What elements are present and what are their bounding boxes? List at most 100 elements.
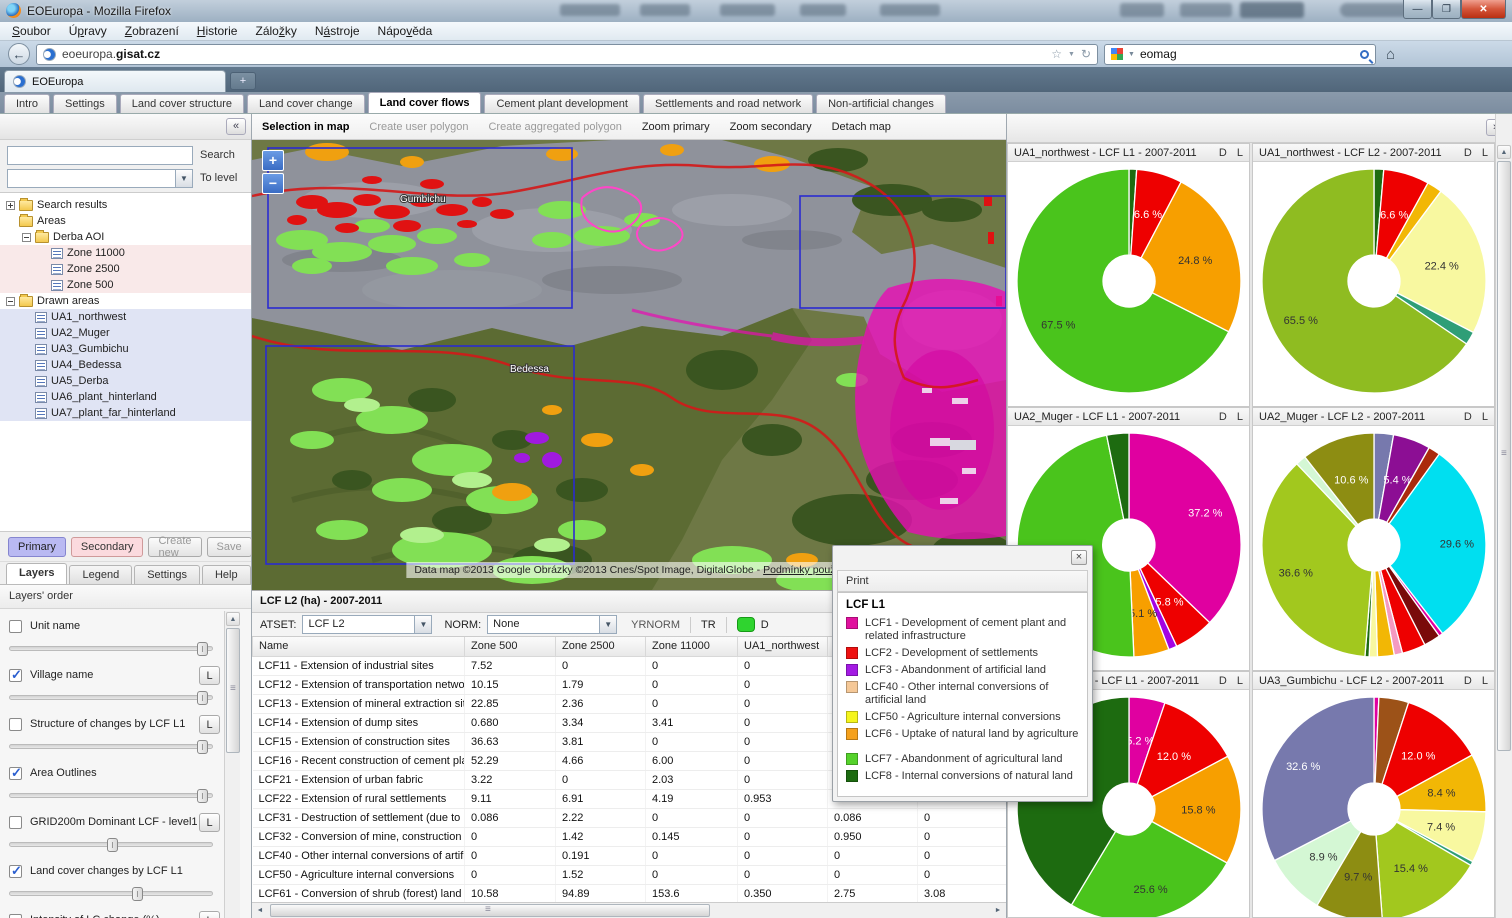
chart-legend-button[interactable]: L — [1237, 675, 1243, 687]
yrnorm-button[interactable]: YRNORM — [631, 619, 680, 631]
slider-thumb[interactable] — [197, 642, 208, 656]
tree-item-ua1_northwest[interactable]: UA1_northwest — [0, 309, 251, 325]
chart-detach-button[interactable]: D — [1219, 675, 1227, 687]
collapse-icon[interactable] — [22, 233, 31, 242]
scroll-right-icon[interactable]: ► — [991, 904, 1005, 917]
browser-tab-eoeuropa[interactable]: EOEuropa — [4, 70, 226, 92]
reload-icon[interactable]: ↻ — [1081, 47, 1091, 61]
column-header[interactable]: Zone 2500 — [556, 637, 646, 656]
map-tool-selection-in-map[interactable]: Selection in map — [262, 121, 349, 133]
map-tool-detach-map[interactable]: Detach map — [832, 121, 891, 133]
tr-button[interactable]: TR — [701, 619, 716, 631]
close-button[interactable]: ✕ — [1461, 0, 1506, 19]
tree-item-ua6_plant_hinterland[interactable]: UA6_plant_hinterland — [0, 389, 251, 405]
chevron-down-icon[interactable]: ▼ — [175, 170, 192, 187]
column-header[interactable]: Zone 500 — [465, 637, 556, 656]
maximize-button[interactable]: ❐ — [1432, 0, 1461, 19]
menu-zobrazení[interactable]: Zobrazení — [117, 22, 187, 40]
slider-thumb[interactable] — [107, 838, 118, 852]
column-header[interactable]: UA1_northwest — [738, 637, 828, 656]
print-button[interactable]: Print — [837, 570, 1088, 592]
app-tab-intro[interactable]: Intro — [4, 94, 50, 113]
sidebar-tab-legend[interactable]: Legend — [69, 565, 132, 584]
home-icon[interactable]: ⌂ — [1382, 46, 1399, 63]
collapse-icon[interactable] — [6, 297, 15, 306]
sidebar-tab-settings[interactable]: Settings — [134, 565, 200, 584]
app-tab-land-cover-change[interactable]: Land cover change — [247, 94, 365, 113]
tree-item-derba-aoi[interactable]: Derba AOI — [0, 229, 251, 245]
map-tool-zoom-primary[interactable]: Zoom primary — [642, 121, 710, 133]
sidebar-collapse-button[interactable]: « — [226, 118, 246, 135]
url-text[interactable]: eoeuropa.gisat.cz — [62, 47, 1045, 61]
new-tab-button[interactable]: + — [230, 72, 256, 90]
to-level-select[interactable]: ▼ — [7, 169, 193, 188]
layer-checkbox[interactable] — [9, 669, 22, 682]
create-new-button[interactable]: Create new — [148, 537, 201, 557]
chart-detach-button[interactable]: D — [1219, 147, 1227, 159]
layer-opacity-slider[interactable] — [9, 891, 213, 896]
tree-item-search-results[interactable]: Search results — [0, 197, 251, 213]
norm-select[interactable]: None▼ — [487, 615, 617, 634]
scroll-left-icon[interactable]: ◄ — [253, 904, 267, 917]
close-icon[interactable]: × — [1071, 550, 1087, 565]
area-search-input[interactable] — [7, 146, 193, 165]
tree-item-ua2_muger[interactable]: UA2_Muger — [0, 325, 251, 341]
app-tab-land-cover-flows[interactable]: Land cover flows — [368, 92, 482, 113]
slider-thumb[interactable] — [132, 887, 143, 901]
search-label[interactable]: Search — [200, 149, 235, 161]
tree-item-zone-500[interactable]: Zone 500 — [0, 277, 251, 293]
tree-item-ua3_gumbichu[interactable]: UA3_Gumbichu — [0, 341, 251, 357]
search-bar[interactable]: ▼ eomag — [1104, 44, 1376, 65]
atset-select[interactable]: LCF L2▼ — [302, 615, 432, 634]
search-engine-dropdown-icon[interactable]: ▼ — [1128, 51, 1135, 58]
app-tab-settings[interactable]: Settings — [53, 94, 117, 113]
menu-nápověda[interactable]: Nápověda — [370, 22, 441, 40]
expand-icon[interactable] — [6, 201, 15, 210]
chevron-down-icon[interactable]: ▼ — [414, 616, 431, 633]
layer-checkbox[interactable] — [9, 620, 22, 633]
chevron-down-icon[interactable]: ▼ — [599, 616, 616, 633]
search-icon[interactable] — [1360, 50, 1369, 59]
slider-thumb[interactable] — [197, 740, 208, 754]
table-hscrollbar[interactable]: ◄ ► — [252, 902, 1006, 918]
menu-soubor[interactable]: Soubor — [4, 22, 59, 40]
table-row[interactable]: LCF50 - Agriculture internal conversions… — [253, 865, 1007, 884]
table-row[interactable]: LCF31 - Destruction of settlement (due t… — [253, 808, 1007, 827]
menu-záložky[interactable]: Záložky — [247, 22, 304, 40]
chart-legend-button[interactable]: L — [1482, 675, 1488, 687]
chart-detach-button[interactable]: D — [1464, 675, 1472, 687]
primary-button[interactable]: Primary — [8, 537, 66, 557]
url-bar[interactable]: eoeuropa.gisat.cz ☆ ▼ ↻ — [36, 44, 1098, 65]
layer-legend-button[interactable]: L — [199, 813, 220, 832]
zoom-out-button[interactable]: − — [262, 173, 284, 194]
layer-checkbox[interactable] — [9, 816, 22, 829]
chart-detach-button[interactable]: D — [1464, 411, 1472, 423]
charts-scroll-thumb[interactable] — [1497, 161, 1511, 751]
tree-item-drawn-areas[interactable]: Drawn areas — [0, 293, 251, 309]
slider-thumb[interactable] — [197, 691, 208, 705]
table-row[interactable]: LCF32 - Conversion of mine, construction… — [253, 827, 1007, 846]
tree-item-ua4_bedessa[interactable]: UA4_Bedessa — [0, 357, 251, 373]
app-tab-cement-plant-development[interactable]: Cement plant development — [484, 94, 639, 113]
secondary-button[interactable]: Secondary — [71, 537, 144, 557]
layer-opacity-slider[interactable] — [9, 646, 213, 651]
menu-nástroje[interactable]: Nástroje — [307, 22, 368, 40]
charts-scrollbar[interactable]: ▲ — [1495, 114, 1512, 918]
tree-item-zone-2500[interactable]: Zone 2500 — [0, 261, 251, 277]
app-tab-non-artificial-changes[interactable]: Non-artificial changes — [816, 94, 946, 113]
tree-item-areas[interactable]: Areas — [0, 213, 251, 229]
layer-legend-button[interactable]: L — [199, 666, 220, 685]
url-dropdown-icon[interactable]: ▼ — [1068, 51, 1075, 58]
map-view[interactable]: Gumbichu Bedessa + − Data map ©2013 Goog… — [252, 140, 1006, 590]
layer-checkbox[interactable] — [9, 767, 22, 780]
layers-scroll-thumb[interactable] — [226, 628, 240, 753]
layer-checkbox[interactable] — [9, 865, 22, 878]
layer-legend-button[interactable]: L — [199, 911, 220, 918]
save-button[interactable]: Save — [207, 537, 252, 557]
chart-legend-button[interactable]: L — [1482, 411, 1488, 423]
app-tab-land-cover-structure[interactable]: Land cover structure — [120, 94, 244, 113]
tree-item-zone-11000[interactable]: Zone 11000 — [0, 245, 251, 261]
search-input[interactable]: eomag — [1140, 47, 1355, 61]
sidebar-tab-help[interactable]: Help — [202, 565, 251, 584]
tree-item-ua5_derba[interactable]: UA5_Derba — [0, 373, 251, 389]
